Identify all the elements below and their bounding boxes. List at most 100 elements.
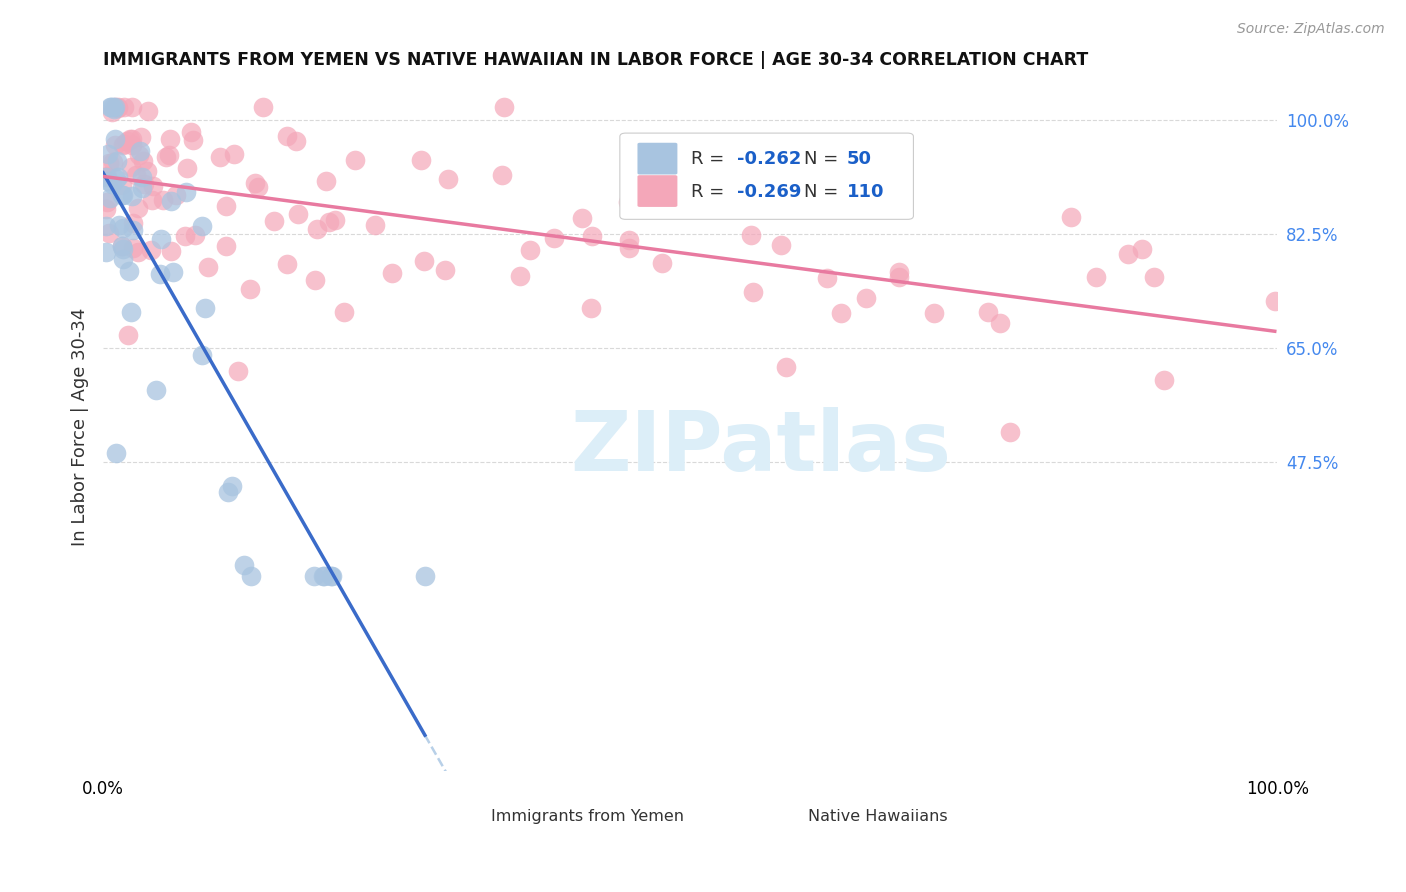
Point [111, 187, 134, 202]
Point [112, 100, 135, 114]
Point [770, 237, 793, 252]
Point [1085, 270, 1108, 285]
Point [1132, 242, 1154, 256]
Point [132, 177, 155, 191]
Point [1116, 247, 1139, 261]
Point [1264, 293, 1286, 308]
Point [111, 188, 134, 202]
Point [120, 160, 142, 174]
Point [619, 241, 641, 255]
Point [128, 148, 150, 162]
Point [855, 291, 877, 305]
Point [101, 155, 124, 169]
Point [159, 244, 181, 258]
Point [129, 129, 152, 144]
Point [97, 147, 120, 161]
Point [830, 306, 852, 320]
Point [887, 270, 910, 285]
Point [97, 156, 120, 170]
Point [160, 194, 183, 209]
Point [239, 569, 262, 583]
Point [149, 267, 172, 281]
Point [636, 201, 658, 215]
Point [221, 479, 243, 493]
Point [118, 132, 141, 146]
Point [94, 219, 117, 233]
Point [988, 316, 1011, 330]
Point [152, 193, 174, 207]
Point [107, 101, 129, 115]
Point [122, 223, 145, 237]
Point [104, 100, 127, 114]
Point [131, 170, 153, 185]
Point [412, 253, 434, 268]
Point [409, 153, 432, 167]
Y-axis label: In Labor Force | Age 30-34: In Labor Force | Age 30-34 [72, 307, 89, 546]
Point [228, 364, 250, 378]
Point [304, 273, 326, 287]
Point [239, 281, 262, 295]
Point [159, 132, 181, 146]
FancyBboxPatch shape [436, 805, 485, 828]
Text: N =: N = [804, 151, 844, 169]
Text: -0.269: -0.269 [737, 183, 801, 201]
Point [127, 244, 149, 259]
Point [740, 227, 762, 242]
Point [110, 239, 132, 253]
Point [174, 185, 197, 199]
Point [323, 213, 346, 227]
Point [285, 134, 308, 148]
Point [111, 178, 134, 193]
Point [110, 239, 132, 253]
Point [437, 172, 460, 186]
Point [364, 218, 387, 232]
Point [94, 202, 117, 216]
Text: 50: 50 [846, 151, 872, 169]
Point [619, 233, 641, 247]
Point [224, 146, 246, 161]
Point [276, 257, 298, 271]
Point [111, 138, 134, 153]
Point [312, 569, 335, 583]
Point [127, 201, 149, 215]
Text: Source: ZipAtlas.com: Source: ZipAtlas.com [1237, 22, 1385, 37]
Point [509, 268, 531, 283]
Point [243, 176, 266, 190]
Point [112, 242, 135, 256]
Point [162, 265, 184, 279]
Point [181, 133, 204, 147]
FancyBboxPatch shape [752, 805, 801, 828]
Point [305, 222, 328, 236]
FancyBboxPatch shape [637, 143, 678, 175]
Point [176, 161, 198, 175]
Point [998, 425, 1021, 439]
Point [571, 211, 593, 226]
Point [96, 169, 118, 184]
Point [276, 128, 298, 143]
Point [117, 328, 139, 343]
FancyBboxPatch shape [620, 133, 914, 219]
Point [263, 213, 285, 227]
Point [121, 100, 143, 114]
Text: ZIPatlas: ZIPatlas [571, 407, 952, 488]
Text: 110: 110 [846, 183, 884, 201]
Point [191, 348, 214, 362]
Point [101, 178, 124, 192]
Text: N =: N = [804, 183, 844, 201]
Point [112, 137, 135, 152]
Point [112, 221, 135, 235]
Point [315, 174, 337, 188]
Point [136, 104, 159, 119]
Point [434, 262, 457, 277]
Point [97, 174, 120, 188]
Point [103, 102, 125, 116]
Point [104, 131, 127, 145]
Point [977, 305, 1000, 319]
Point [197, 260, 219, 274]
Point [304, 569, 326, 583]
Point [121, 188, 143, 202]
Point [131, 181, 153, 195]
Point [104, 172, 127, 186]
Point [543, 231, 565, 245]
Point [121, 132, 143, 146]
